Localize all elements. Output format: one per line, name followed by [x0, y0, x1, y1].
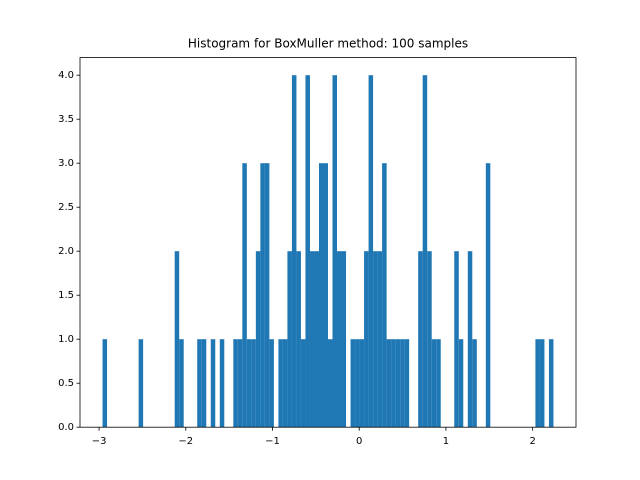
bar — [102, 339, 108, 428]
y-tick-label: 2.5 — [58, 202, 74, 213]
bar — [251, 339, 256, 428]
x-tick-label: 2 — [529, 436, 535, 447]
bar — [436, 339, 441, 428]
bar — [458, 339, 464, 428]
bar — [332, 75, 338, 428]
bar — [219, 339, 225, 428]
bar — [309, 251, 315, 428]
bar — [535, 339, 540, 428]
bar — [138, 339, 144, 428]
bar — [323, 163, 328, 428]
bar — [278, 339, 283, 428]
bar — [179, 339, 184, 428]
bar — [264, 163, 270, 428]
bar — [400, 339, 405, 428]
bar — [296, 251, 301, 428]
bar — [237, 339, 243, 428]
bar — [328, 339, 333, 428]
bar — [472, 339, 477, 428]
bar — [467, 251, 473, 428]
y-tick-label: 1.5 — [58, 290, 74, 301]
bar — [341, 251, 347, 428]
y-tick-label: 0.0 — [58, 422, 74, 433]
x-tick-label: 1 — [443, 436, 449, 447]
bar — [548, 339, 554, 428]
bar — [300, 339, 306, 428]
bar — [260, 163, 265, 428]
y-tick-label: 0.5 — [58, 378, 74, 389]
bar — [377, 251, 383, 428]
bar — [422, 75, 428, 428]
bar — [242, 163, 247, 428]
bar — [269, 339, 274, 428]
y-tick-label: 3.5 — [58, 114, 74, 125]
bar — [539, 339, 545, 428]
bar — [391, 339, 396, 428]
bar — [174, 251, 180, 428]
bar — [314, 251, 319, 428]
bar — [355, 339, 360, 428]
chart-title: Histogram for BoxMuller method: 100 samp… — [188, 37, 468, 51]
bar — [305, 75, 310, 428]
bar — [201, 339, 207, 428]
bar — [282, 339, 288, 428]
bar — [431, 339, 437, 428]
bar — [373, 251, 378, 428]
x-tick-label: −3 — [92, 436, 107, 447]
y-tick-label: 2.0 — [58, 246, 74, 257]
bar — [287, 251, 292, 428]
x-tick-label: −2 — [178, 436, 193, 447]
bar — [368, 75, 374, 428]
bar — [382, 163, 387, 428]
x-tick-label: −1 — [265, 436, 280, 447]
x-tick-label: 0 — [356, 436, 362, 447]
bar — [318, 163, 324, 428]
bar — [364, 251, 369, 428]
bar — [386, 339, 392, 428]
bar — [418, 251, 423, 428]
bar — [485, 163, 491, 428]
bar — [233, 339, 238, 428]
plot-frame — [79, 57, 577, 428]
bar — [210, 339, 216, 428]
bar — [395, 339, 401, 428]
bar — [359, 339, 365, 428]
bar — [427, 251, 432, 428]
bar — [255, 251, 261, 428]
bar — [350, 339, 356, 428]
y-tick-label: 3.0 — [58, 158, 74, 169]
bar — [337, 251, 342, 428]
bar — [246, 339, 252, 428]
bar — [291, 75, 297, 428]
y-tick-label: 4.0 — [58, 70, 74, 81]
y-tick-label: 1.0 — [58, 334, 74, 345]
bar — [404, 339, 410, 428]
bar — [454, 251, 459, 428]
bar — [197, 339, 202, 428]
